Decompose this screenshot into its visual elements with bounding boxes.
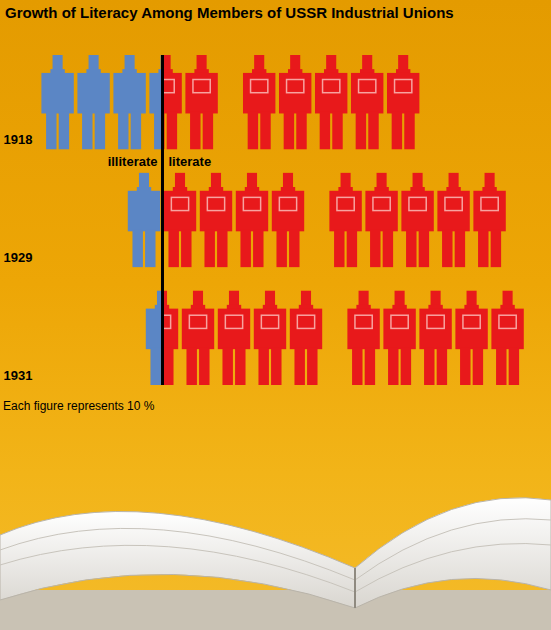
svg-text:1931: 1931 — [4, 368, 33, 383]
svg-text:illiterate: illiterate — [108, 154, 158, 169]
svg-text:1929: 1929 — [4, 250, 33, 265]
svg-text:1918: 1918 — [4, 132, 33, 147]
html-text:Growth of Literacy Among Membe: Growth of Literacy Among Members of USSR… — [5, 4, 454, 21]
svg-text:literate: literate — [168, 154, 211, 169]
html-text:Each figure represents 10 %: Each figure represents 10 % — [3, 399, 155, 413]
